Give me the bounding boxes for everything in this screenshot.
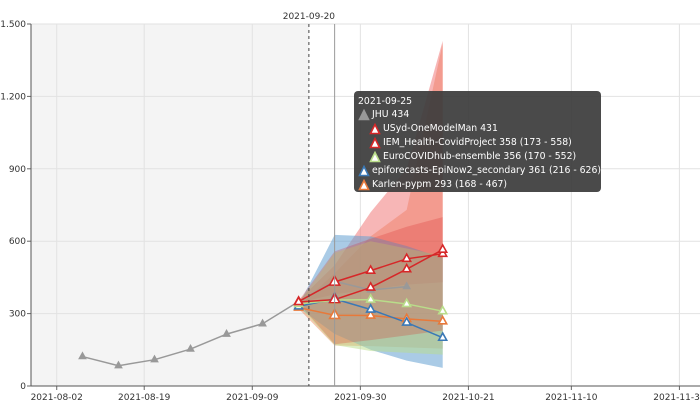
forecast-point-USyd-OneModelMan xyxy=(401,252,413,263)
tooltip-row: IEM_Health-CovidProject 358 (173 - 558) xyxy=(358,136,601,150)
forecast-point-epiforecasts-EpiNow2_secondary xyxy=(437,331,449,342)
x-tick-label: 2021-09-30 xyxy=(334,393,387,400)
forecast-band-USyd-OneModelMan xyxy=(298,40,443,303)
tooltip-row: Karlen-pypm 293 (168 - 467) xyxy=(358,178,601,192)
triangle-marker-icon xyxy=(358,109,370,121)
observed-point xyxy=(150,354,159,363)
forecast-point-EuroCOVIDhub-ensemble xyxy=(365,293,377,303)
tooltip-row: EuroCOVIDhub-ensemble 356 (170 - 552) xyxy=(358,150,601,164)
observed-line xyxy=(82,280,407,367)
triangle-marker-icon xyxy=(358,179,370,191)
tooltip-row-label: epiforecasts-EpiNow2_secondary 361 (216 … xyxy=(372,165,602,176)
tooltip-row-label: IEM_Health-CovidProject 358 (173 - 558) xyxy=(383,137,572,148)
observed-point xyxy=(258,318,267,327)
tooltip-row-label: USyd-OneModelMan 431 xyxy=(383,123,498,134)
forecast-point-USyd-OneModelMan xyxy=(365,264,377,274)
tooltip-row-label: JHU 434 xyxy=(372,109,410,120)
observed-point xyxy=(186,343,195,352)
observed-point xyxy=(114,360,123,369)
forecast-point-IEM_Health-CovidProject xyxy=(365,281,377,291)
forecast-point-epiforecasts-EpiNow2_secondary xyxy=(401,316,413,326)
observed-period-shade xyxy=(31,24,309,386)
tooltip-row: epiforecasts-EpiNow2_secondary 361 (216 … xyxy=(358,164,601,178)
tooltip-row-label: EuroCOVIDhub-ensemble 356 (170 - 552) xyxy=(383,151,577,162)
y-tick-label: 900 xyxy=(9,165,26,175)
x-tick-label: 2021-08-02 xyxy=(31,393,83,400)
tooltip-row-label: Karlen-pypm 293 (168 - 467) xyxy=(372,179,508,190)
y-tick-label: 0 xyxy=(20,382,26,392)
forecast-point-EuroCOVIDhub-ensemble xyxy=(401,297,413,308)
tooltip-row: USyd-OneModelMan 431 xyxy=(358,122,601,136)
y-tick-label: 300 xyxy=(9,310,26,320)
observed-point xyxy=(402,281,412,290)
tooltip-date: 2021-09-25 xyxy=(358,96,413,107)
x-tick-label: 2021-09-09 xyxy=(226,393,279,400)
y-tick-label: 1.500 xyxy=(0,20,26,30)
hover-tooltip: 2021-09-25 JHU 434 USyd-OneModelMan 431 IE… xyxy=(354,91,601,192)
forecast-point-IEM_Health-CovidProject xyxy=(293,295,304,306)
forecast-point-Karlen-pypm xyxy=(437,314,449,325)
observed-point xyxy=(78,351,87,360)
y-tick-label: 1.200 xyxy=(0,92,26,102)
x-tick-label: 2021-11-31 xyxy=(653,393,700,400)
forecast-point-IEM_Health-CovidProject xyxy=(401,262,413,273)
forecast-point-EuroCOVIDhub-ensemble xyxy=(437,304,449,315)
observed-point xyxy=(222,328,231,337)
forecast-point-IEM_Health-CovidProject xyxy=(437,243,449,253)
forecast-point-Karlen-pypm xyxy=(365,309,377,319)
x-tick-label: 2021-11-10 xyxy=(545,393,598,400)
forecast-point-epiforecasts-EpiNow2_secondary xyxy=(365,303,377,313)
x-tick-label: 2021-10-21 xyxy=(442,393,494,400)
reference-date-label: 2021-09-20 xyxy=(283,12,336,22)
triangle-marker-icon xyxy=(358,165,370,177)
x-tick-label: 2021-08-19 xyxy=(118,393,171,400)
triangle-marker-icon xyxy=(369,137,381,149)
tooltip-row: JHU 434 xyxy=(358,108,601,122)
triangle-marker-icon xyxy=(369,151,381,163)
y-tick-label: 600 xyxy=(9,237,26,247)
triangle-marker-icon xyxy=(369,123,381,135)
